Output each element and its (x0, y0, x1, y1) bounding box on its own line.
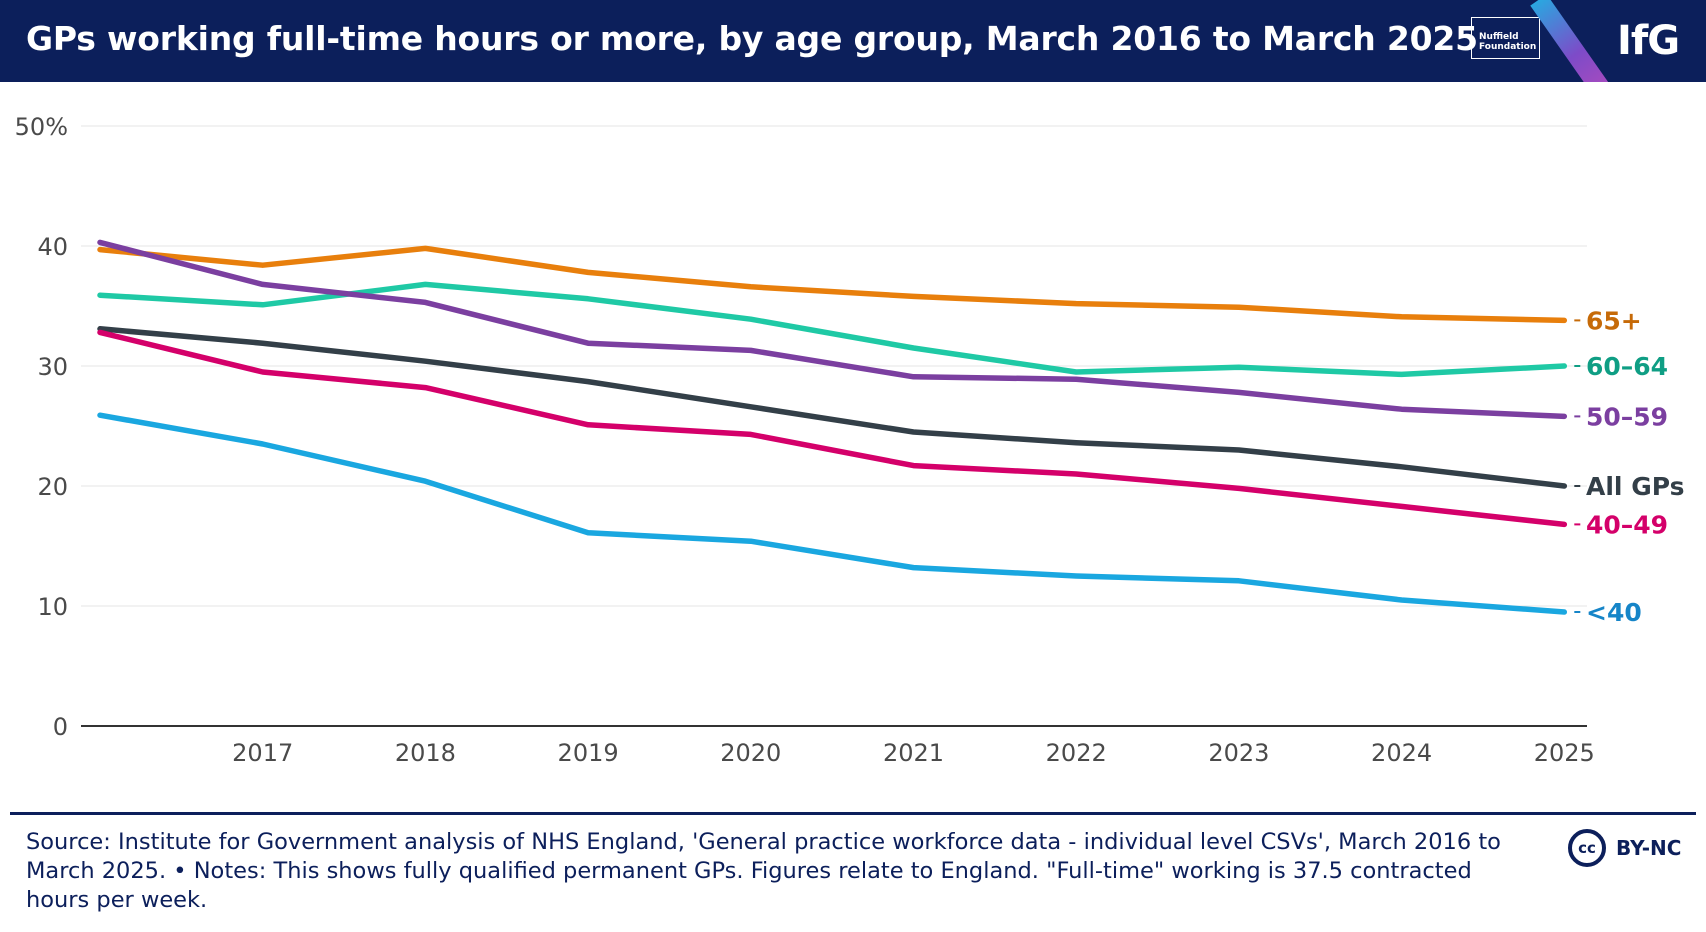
x-tick-label: 2018 (395, 739, 456, 767)
brand-stripe-decoration (1530, 0, 1610, 82)
y-tick-label: 50% (15, 113, 68, 141)
y-tick-label: 10 (37, 593, 68, 621)
series-labels: 65+ 60–64 50–59 All GPs 40–49 <40 (1574, 306, 1684, 627)
nuffield-logo-text: Nuffield Foundation (1479, 32, 1537, 52)
x-tick-label: 2023 (1208, 739, 1269, 767)
series-end-label: <40 (1586, 598, 1642, 627)
series-line (97, 329, 1568, 528)
x-tick-label: 2025 (1534, 739, 1595, 767)
ifg-logo: IfG (1617, 18, 1680, 64)
y-tick-label: 0 (53, 713, 68, 741)
x-tick-label: 2024 (1371, 739, 1432, 767)
series-lines (97, 239, 1568, 615)
series-line (97, 412, 1568, 615)
nuffield-foundation-logo: Nuffield Foundation (1471, 17, 1540, 59)
series-line (97, 239, 1568, 420)
x-tick-label: 2022 (1046, 739, 1107, 767)
series-end-label: 50–59 (1586, 402, 1668, 431)
x-tick-label: 2017 (232, 739, 293, 767)
series-end-label: 60–64 (1586, 352, 1668, 381)
license-label: BY-NC (1616, 836, 1682, 860)
series-line (97, 245, 1568, 324)
x-tick-label: 2020 (720, 739, 781, 767)
y-tick-label: 40 (37, 233, 68, 261)
series-end-label: 65+ (1586, 306, 1642, 335)
cc-icon: cc (1568, 829, 1606, 867)
chart-title: GPs working full-time hours or more, by … (26, 19, 1478, 58)
source-notes: Source: Institute for Government analysi… (26, 829, 1501, 913)
footer-divider (10, 812, 1696, 815)
axes: 0 10 20 30 40 50% 2017 2018 2019 2020 2021 2022 2023… (15, 113, 1595, 767)
y-tick-label: 30 (37, 353, 68, 381)
series-end-label: 40–49 (1586, 510, 1668, 539)
nuffield-logo-frame (1471, 17, 1540, 59)
series-end-label: All GPs (1586, 472, 1684, 501)
y-tick-label: 20 (37, 473, 68, 501)
line-chart: 0 10 20 30 40 50% 2017 2018 2019 2020 2021 2022 2023… (15, 113, 1685, 767)
x-tick-label: 2021 (883, 739, 944, 767)
license-badge: cc BY-NC (1568, 829, 1681, 867)
x-tick-label: 2019 (558, 739, 619, 767)
header-bar: GPs working full-time hours or more, by … (0, 0, 1706, 82)
series-line (97, 326, 1568, 489)
